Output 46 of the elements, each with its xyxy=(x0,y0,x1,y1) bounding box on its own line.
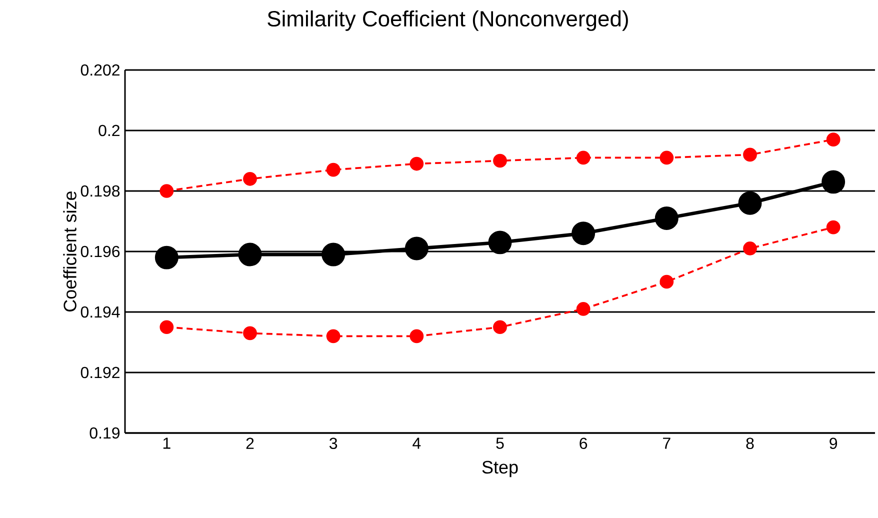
point xyxy=(822,170,846,194)
point xyxy=(826,132,840,147)
x-tick-label: 1 xyxy=(163,438,170,449)
x-tick-label: 4 xyxy=(412,438,421,449)
point xyxy=(243,172,257,186)
point xyxy=(326,329,340,344)
point xyxy=(743,242,757,256)
point xyxy=(410,156,424,171)
point xyxy=(576,150,590,165)
x-tick-label: 5 xyxy=(496,438,504,449)
x-tick-label: 6 xyxy=(580,438,588,450)
y-tick-label: 0.194 xyxy=(80,306,120,318)
y-tick-label: 0.196 xyxy=(80,246,120,258)
y-tick-label: 0.202 xyxy=(80,64,120,76)
point xyxy=(743,148,757,162)
point xyxy=(660,150,674,165)
point xyxy=(154,246,178,270)
y-tick-label: 0.19 xyxy=(90,427,120,439)
point xyxy=(493,154,507,168)
point xyxy=(488,230,512,254)
y-tick-label: 0.192 xyxy=(80,366,120,378)
x-tick-label: 9 xyxy=(830,438,838,450)
x-tick-label: 7 xyxy=(663,438,670,449)
point xyxy=(243,326,257,340)
point xyxy=(576,302,590,316)
point xyxy=(404,236,428,260)
y-tick-label: 0.2 xyxy=(98,124,120,136)
y-tick-label: 0.198 xyxy=(80,185,120,197)
point xyxy=(738,191,762,215)
point xyxy=(654,206,678,230)
chart-title: Similarity Coefficient (Nonconverged) xyxy=(268,10,628,31)
point xyxy=(160,320,174,334)
point xyxy=(238,242,262,266)
point xyxy=(160,184,174,198)
x-tick-label: 3 xyxy=(329,438,338,450)
point xyxy=(826,220,840,234)
point xyxy=(572,222,596,246)
point xyxy=(326,162,340,177)
point xyxy=(660,274,674,289)
x-tick-label: 2 xyxy=(246,438,254,449)
point xyxy=(322,242,346,266)
point xyxy=(493,320,507,334)
y-axis-title: Coefficient size xyxy=(63,191,76,312)
x-axis-title: Step xyxy=(482,460,518,478)
x-tick-label: 8 xyxy=(746,438,754,450)
point xyxy=(410,329,424,344)
